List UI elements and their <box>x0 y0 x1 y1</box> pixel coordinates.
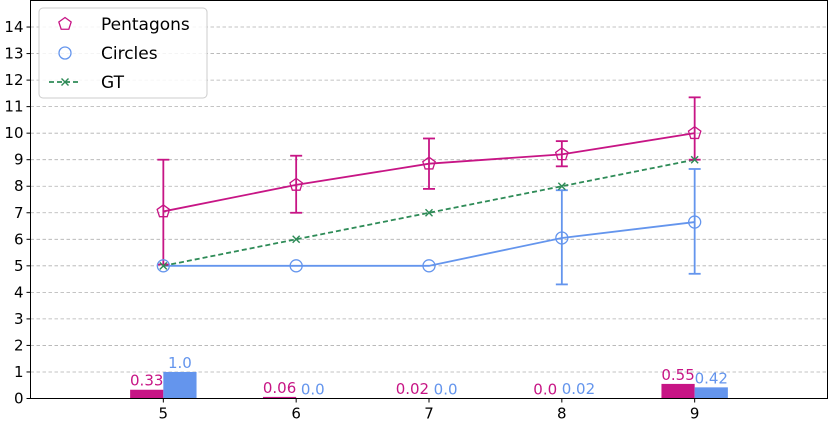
y-tick-label: 8 <box>14 177 24 195</box>
series-line-circles <box>163 221 695 267</box>
point-gt <box>425 208 433 217</box>
point-circles <box>422 259 436 273</box>
bar-pentagons <box>130 389 164 399</box>
y-tick-label: 1 <box>14 363 24 381</box>
bar-value-label: 0.02 <box>396 380 429 398</box>
bar-value-label: 0.42 <box>695 369 728 387</box>
bar-value-label: 0.02 <box>562 380 595 398</box>
x-tick-label: 7 <box>424 405 434 423</box>
x-tick-label: 8 <box>557 405 567 423</box>
bar-labels: 0.33 0.06 0.02 0.0 0.55 1.0 0.0 0.0 0.02 0.42 <box>130 354 728 399</box>
legend-label-pentagons: Pentagons <box>101 15 190 35</box>
y-tick-label: 13 <box>4 45 23 63</box>
y-tick-label: 7 <box>14 204 24 222</box>
bar-pentagons <box>661 383 695 399</box>
bar-pentagons <box>262 396 297 399</box>
series-line-gt <box>163 158 695 267</box>
legend-label-gt: GT <box>101 73 125 93</box>
y-tick-label: 10 <box>4 124 23 142</box>
point-gt <box>292 235 301 244</box>
y-tick-label: 12 <box>4 71 23 89</box>
bar-value-label: 0.0 <box>434 381 458 399</box>
bar-value-label: 0.06 <box>263 379 296 397</box>
y-tick-label: 9 <box>14 151 24 169</box>
legend-box <box>38 7 208 99</box>
point-gt <box>557 182 566 191</box>
y-tick-label: 6 <box>14 230 24 248</box>
y-tick-label: 5 <box>14 257 24 275</box>
point-pentagons <box>156 204 171 218</box>
error-bars <box>157 96 701 286</box>
bar-value-label: 1.0 <box>168 354 192 372</box>
legend-marker-circles <box>58 46 72 60</box>
legend-marker-pentagons <box>58 16 72 30</box>
point-pentagons <box>554 147 569 161</box>
legend: Pentagons Circles GT <box>38 7 208 99</box>
point-gt <box>690 155 699 164</box>
bar-value-label: 0.55 <box>661 366 694 384</box>
series-markers <box>156 125 702 273</box>
y-tick-label: 2 <box>14 336 24 354</box>
x-tick-label: 5 <box>159 405 169 423</box>
bar-value-label: 0.33 <box>130 372 163 390</box>
legend-marker-gt <box>61 78 69 86</box>
point-pentagons <box>422 156 436 170</box>
point-circles <box>156 259 170 273</box>
y-tick-label: 0 <box>14 390 24 408</box>
point-pentagons <box>289 177 304 191</box>
point-circles <box>289 259 303 273</box>
x-tick-label: 6 <box>291 405 301 423</box>
bar-value-label: 0.0 <box>533 381 557 399</box>
legend-label-circles: Circles <box>101 44 158 64</box>
point-pentagons <box>687 125 702 140</box>
bar-circles <box>694 387 728 399</box>
x-tick-label: 9 <box>690 405 700 423</box>
bar-circles <box>163 371 197 399</box>
point-gt <box>159 261 168 270</box>
bar-value-label: 0.0 <box>301 381 325 399</box>
y-tick-label: 3 <box>14 310 24 328</box>
y-tick-label: 11 <box>4 98 23 116</box>
y-tick-label: 4 <box>14 283 24 301</box>
point-circles <box>555 231 569 245</box>
y-tick-label: 14 <box>4 18 23 36</box>
point-circles <box>688 215 702 229</box>
